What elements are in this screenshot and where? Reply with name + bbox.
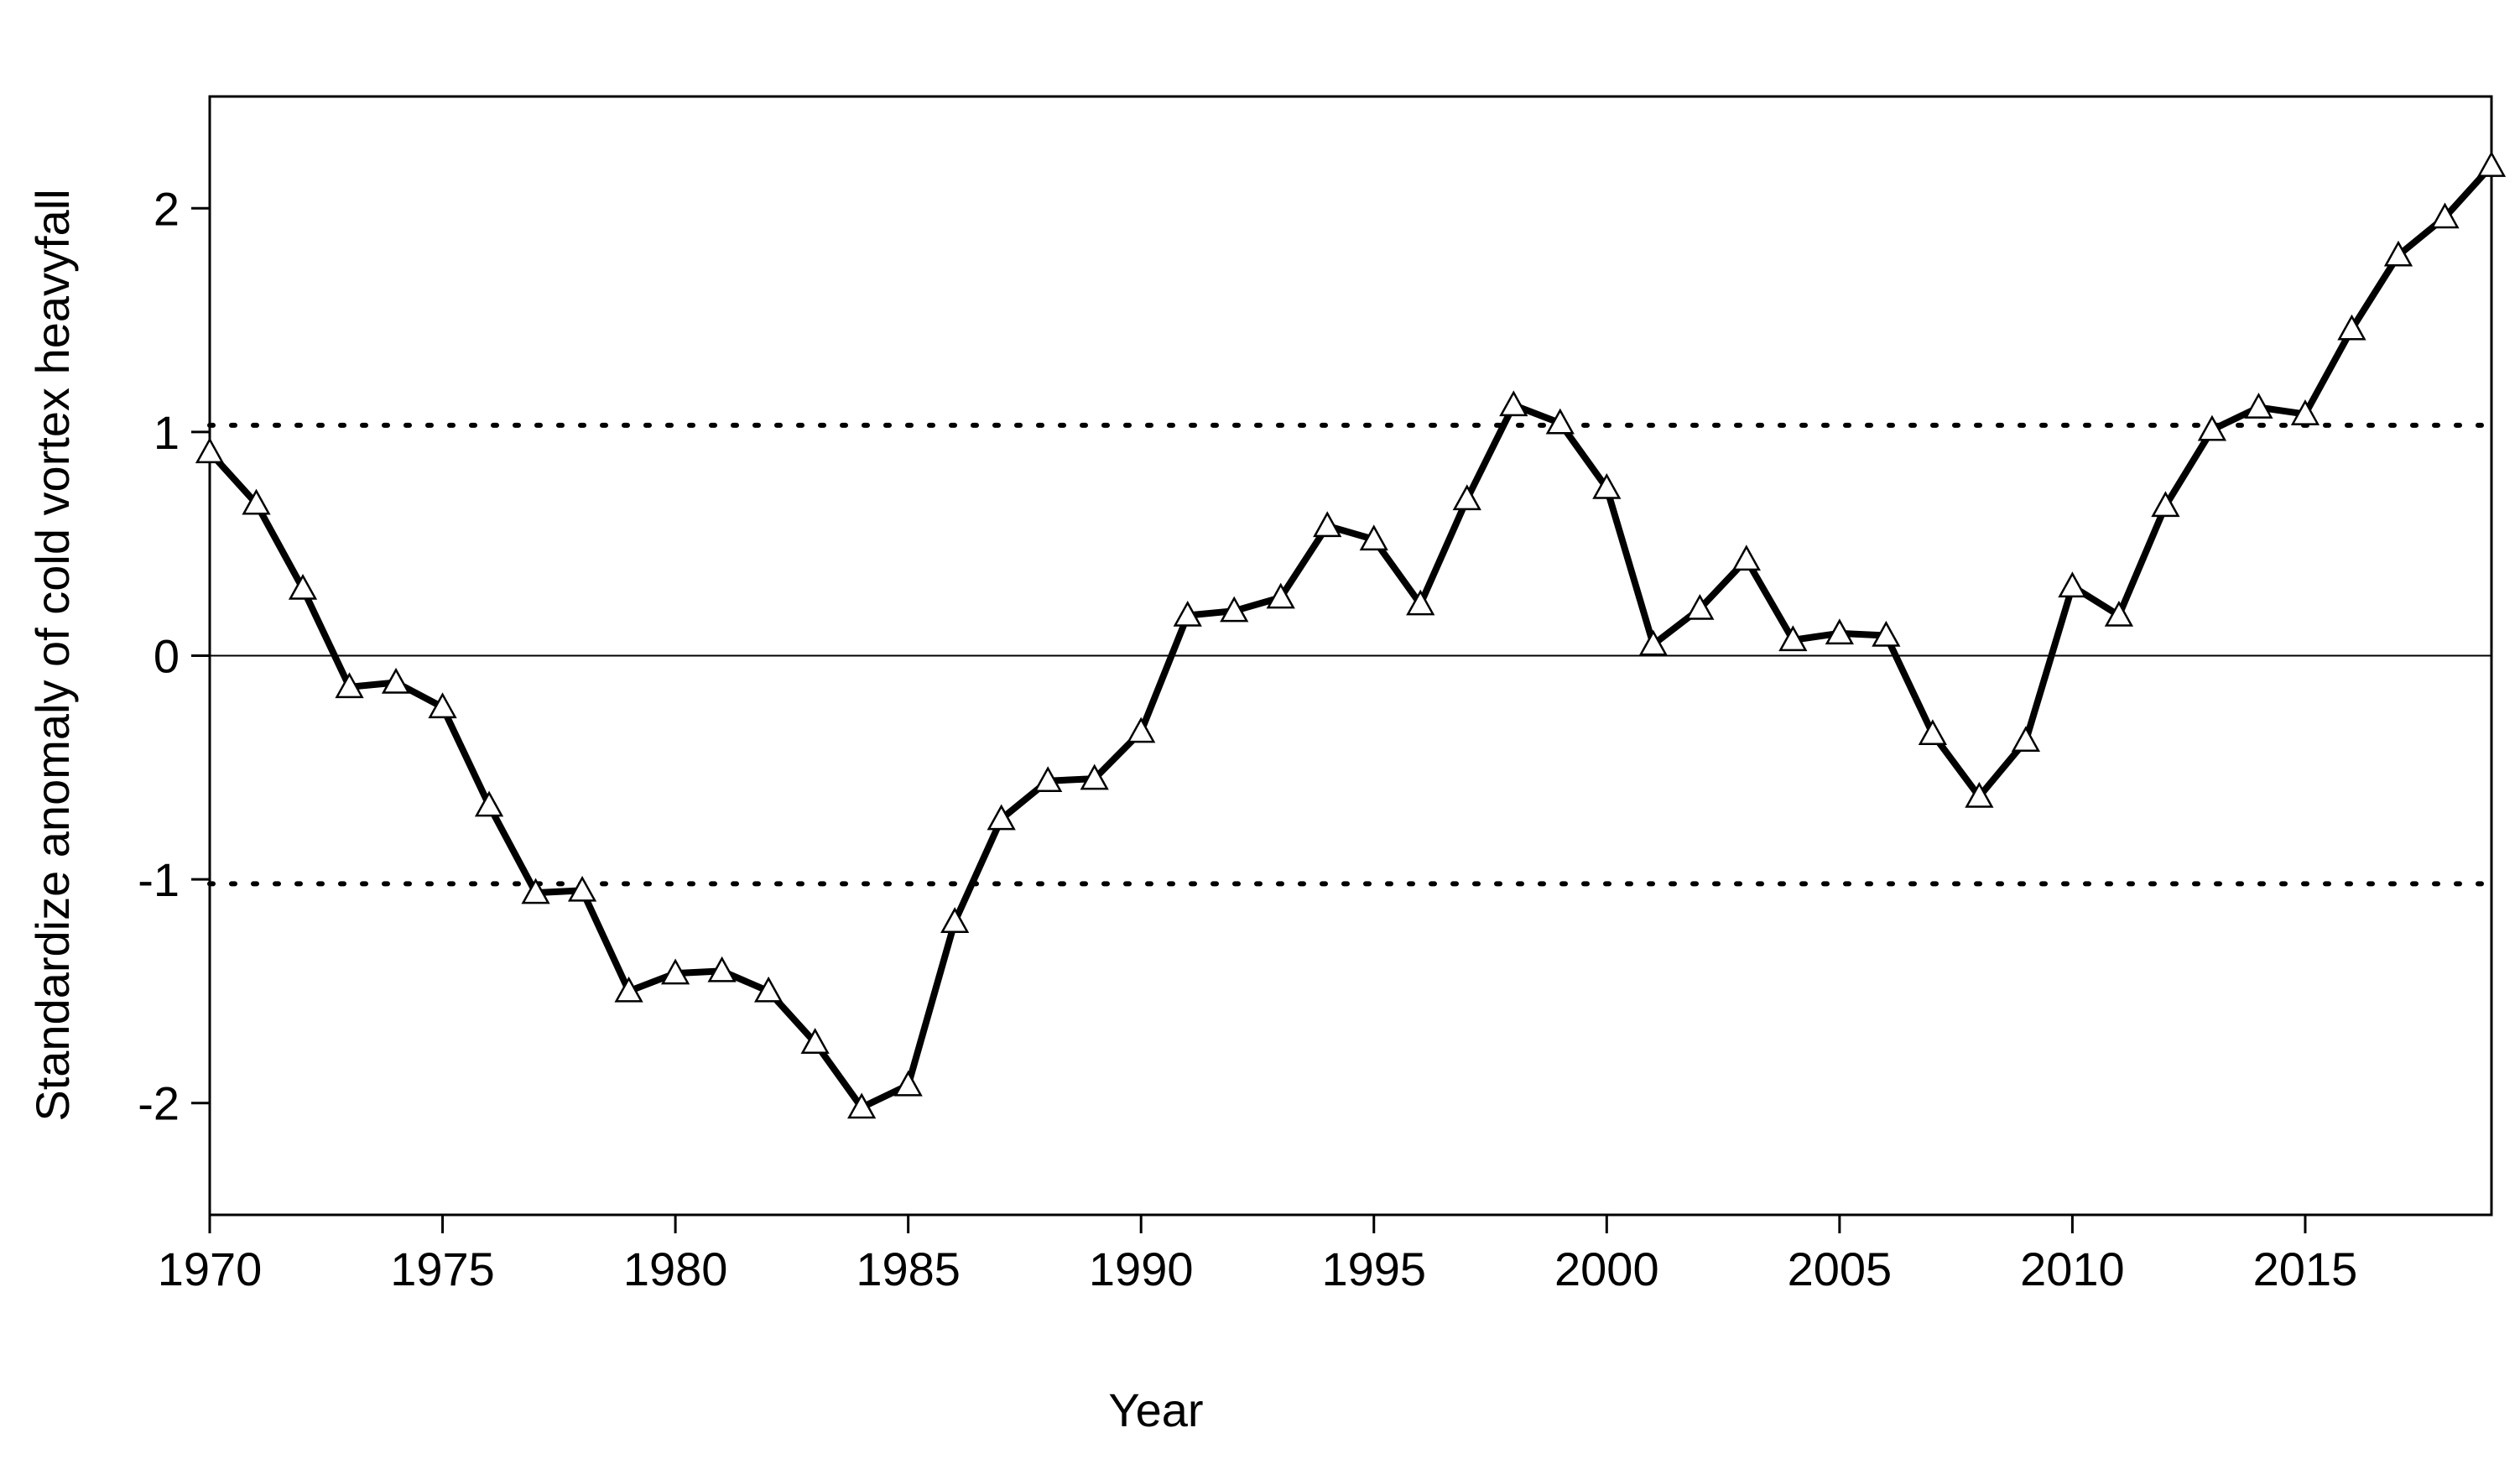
- x-tick-label: 1985: [856, 1243, 961, 1295]
- data-point: [2104, 600, 2134, 627]
- data-point: [940, 907, 970, 933]
- data-point: [614, 976, 643, 1003]
- y-axis-label: Standardize anomaly of cold vortex heavy…: [26, 189, 79, 1121]
- x-tick-label: 2005: [1788, 1243, 1893, 1295]
- data-point: [1638, 629, 1668, 656]
- data-point: [1173, 600, 1202, 627]
- data-point: [242, 488, 271, 515]
- y-tick-label: 1: [154, 406, 180, 459]
- x-tick-label: 1970: [158, 1243, 263, 1295]
- data-point: [1080, 763, 1109, 790]
- data-point: [288, 573, 318, 600]
- data-point: [1825, 618, 1854, 645]
- data-point: [2383, 240, 2413, 267]
- data-point: [2244, 393, 2273, 419]
- data-point: [660, 958, 690, 985]
- data-point: [2011, 726, 2041, 753]
- x-tick-label: 2015: [2253, 1243, 2358, 1295]
- data-point: [1266, 582, 1295, 609]
- data-point: [381, 667, 411, 694]
- data-point: [1872, 620, 1901, 647]
- data-point: [1685, 593, 1715, 620]
- x-tick-label: 2000: [1554, 1243, 1659, 1295]
- data-point: [2337, 314, 2366, 341]
- data-point: [2290, 399, 2320, 425]
- data-point: [753, 976, 784, 1003]
- x-axis-label: Year: [1108, 1383, 1203, 1436]
- data-point: [1965, 781, 1994, 808]
- data-point: [847, 1092, 877, 1119]
- data-point: [1592, 472, 1622, 499]
- data-point: [1406, 589, 1435, 616]
- data-point: [1918, 719, 1948, 746]
- data-point: [2197, 414, 2227, 441]
- data-point: [987, 804, 1016, 831]
- data-line: [207, 163, 2494, 1112]
- x-tick-label: 1980: [623, 1243, 728, 1295]
- data-point: [428, 692, 457, 719]
- x-tick-label: 1995: [1321, 1243, 1426, 1295]
- data-point: [1499, 390, 1528, 417]
- x-tick-label: 1975: [390, 1243, 495, 1295]
- data-point: [1220, 596, 1249, 623]
- y-tick-label: 2: [154, 182, 180, 235]
- data-point: [2430, 202, 2460, 229]
- data-point: [195, 437, 225, 464]
- data-point: [567, 875, 597, 902]
- data-point: [1313, 511, 1342, 538]
- data-point: [474, 790, 504, 817]
- y-tick-label: 0: [154, 630, 180, 683]
- data-point: [893, 1070, 923, 1097]
- x-tick-label: 1990: [1089, 1243, 1194, 1295]
- data-point: [335, 672, 364, 699]
- data-point: [800, 1028, 830, 1054]
- data-point: [521, 878, 550, 904]
- data-point: [1731, 545, 1761, 571]
- x-tick-label: 2010: [2020, 1243, 2125, 1295]
- data-point: [1452, 484, 1481, 511]
- data-point: [1359, 524, 1388, 551]
- data-point: [2476, 151, 2507, 177]
- data-point: [1778, 625, 1808, 652]
- data-point: [1034, 766, 1063, 793]
- data-point: [1545, 408, 1575, 435]
- data-point: [2058, 571, 2087, 598]
- data-point: [1127, 716, 1156, 743]
- data-point: [2151, 491, 2180, 518]
- y-tick-label: -1: [138, 853, 180, 906]
- data-point: [707, 956, 737, 982]
- y-tick-label: -2: [138, 1077, 180, 1130]
